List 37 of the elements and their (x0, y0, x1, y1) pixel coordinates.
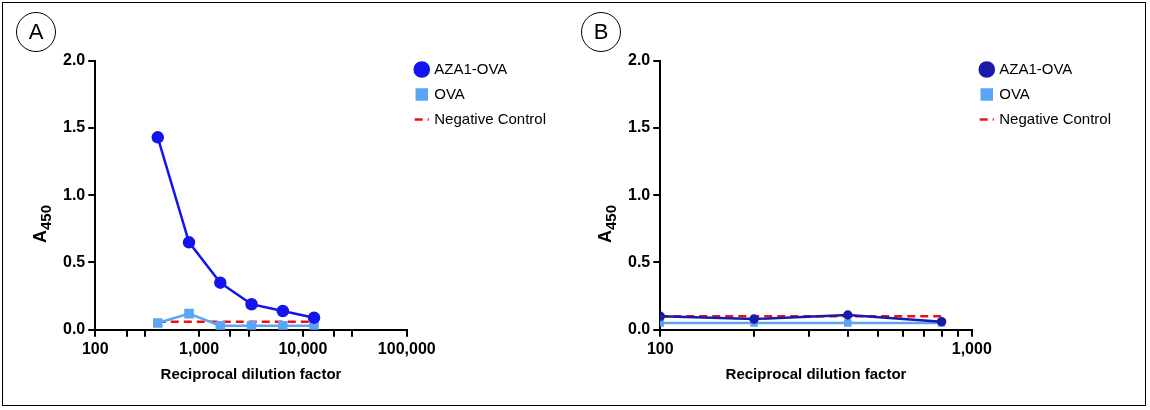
x-tick-label: 100 (646, 339, 674, 357)
point (276, 304, 290, 318)
x-tick-label: 100 (81, 339, 109, 357)
y-tick-label: 0.0 (627, 320, 651, 338)
y-tick-label: 2.0 (627, 51, 651, 69)
y-tick-label: 1.0 (627, 185, 651, 203)
point (245, 297, 258, 311)
point (184, 308, 194, 319)
point (151, 131, 165, 144)
y-tick-label: 0.5 (627, 252, 651, 270)
x-axis-title: Reciprocal dilution factor (725, 365, 907, 383)
x-tick-label: 1,000 (179, 339, 220, 357)
legend-label: OVA (999, 84, 1030, 102)
point (152, 318, 163, 328)
y-tick-label: 0.0 (62, 320, 86, 338)
point (182, 236, 196, 249)
y-tick-label: 2.0 (62, 51, 86, 69)
legend-label: OVA (434, 84, 465, 102)
legend-label: Negative Control (999, 109, 1112, 127)
point (214, 276, 227, 289)
point (278, 320, 288, 330)
legend-label: AZA1-OVA (999, 59, 1073, 77)
text: B (581, 12, 621, 52)
legend-label: AZA1-OVA (434, 59, 508, 77)
x-tick-label: 10,000 (278, 339, 328, 357)
point (307, 311, 321, 324)
x-tick-label: 100,000 (377, 339, 436, 357)
point (246, 320, 257, 330)
x-axis-title: Reciprocal dilution factor (160, 365, 342, 383)
text: A (16, 12, 56, 52)
y-tick-label: 0.5 (62, 252, 86, 270)
y-tick-label: 1.5 (627, 118, 651, 136)
x-tick-label: 1,000 (951, 339, 992, 357)
y-tick-label: 1.0 (62, 185, 86, 203)
point (215, 320, 226, 330)
y-tick-label: 1.5 (62, 118, 86, 136)
legend-label: Negative Control (434, 109, 547, 127)
